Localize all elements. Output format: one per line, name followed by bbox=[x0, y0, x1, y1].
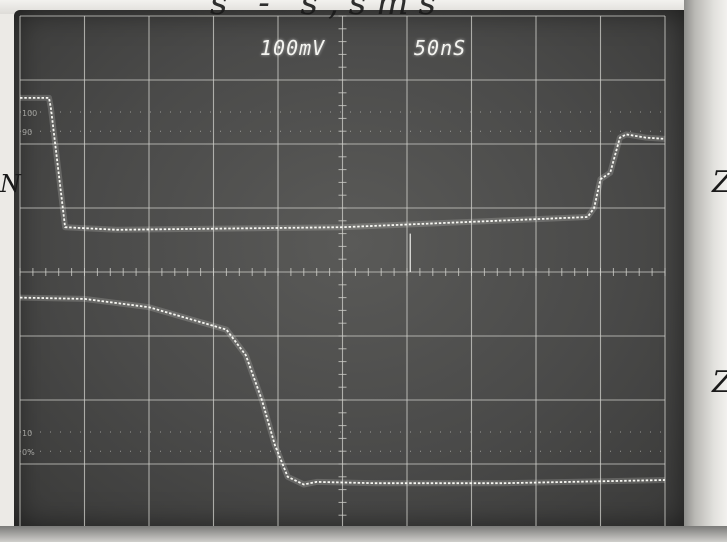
percent-mark-label: 100 bbox=[22, 109, 37, 118]
oscilloscope-screen: 100 90 10 0% 100mV 50nS bbox=[14, 10, 686, 528]
graticule-minor-ticks bbox=[19, 15, 666, 528]
handwriting-right-fragment-2: Z bbox=[712, 368, 727, 398]
scope-traces bbox=[19, 94, 666, 488]
handwriting-top-fragment: s - s,sms bbox=[210, 0, 446, 23]
trace-line-2 bbox=[19, 296, 666, 486]
handwriting-left-fragment: N bbox=[0, 170, 21, 198]
handwriting-right-fragment-1: Z bbox=[712, 168, 727, 198]
graticule-and-traces: 100 90 10 0% bbox=[19, 15, 666, 528]
percent-mark-label: 0% bbox=[22, 448, 35, 457]
graticule-percent-marks: 100 90 10 0% bbox=[22, 109, 37, 457]
scope-bezel-right bbox=[684, 0, 727, 542]
scope-bezel-bottom bbox=[0, 526, 727, 542]
volts-per-division-readout: 100mV bbox=[260, 36, 326, 60]
time-per-division-readout: 50nS bbox=[414, 36, 467, 60]
trace-glow-1 bbox=[20, 94, 666, 233]
percent-mark-label: 10 bbox=[22, 429, 32, 438]
percent-mark-label: 90 bbox=[22, 128, 32, 137]
